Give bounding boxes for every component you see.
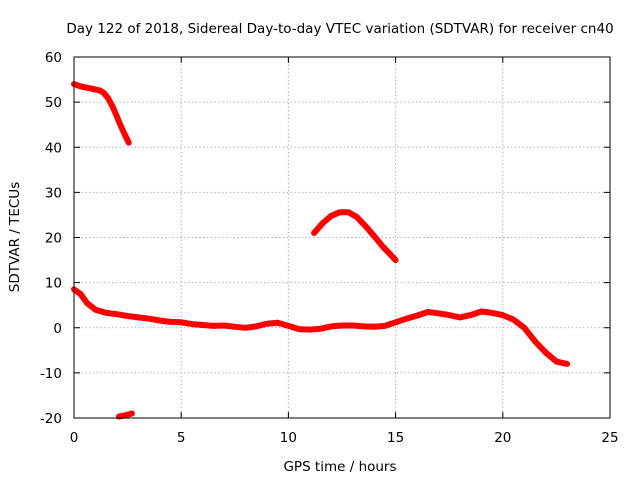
x-tick-label: 20	[494, 430, 511, 446]
y-tick-label: -10	[40, 366, 62, 382]
y-tick-label: 20	[45, 231, 62, 247]
x-tick-label: 0	[70, 430, 79, 446]
y-tick-label: 0	[53, 321, 62, 337]
y-tick-label: 10	[45, 276, 62, 292]
x-axis-label: GPS time / hours	[283, 459, 396, 475]
series-line-segment-upper-early	[71, 81, 132, 146]
x-tick-label: 5	[177, 430, 186, 446]
y-axis-label: SDTVAR / TECUs	[7, 182, 23, 292]
chart-title: Day 122 of 2018, Sidereal Day-to-day VTE…	[66, 21, 613, 37]
series-line-segment-upper-midday	[311, 209, 399, 264]
y-tick-label: 60	[45, 50, 62, 66]
axes-layer: 0 5 10 15 20 25 -20 -10 0 10 20 30 40 50 60	[40, 50, 619, 446]
grid-layer	[74, 57, 610, 418]
y-tick-label: -20	[40, 411, 62, 427]
x-tick-label: 25	[601, 430, 618, 446]
series-layer	[71, 81, 571, 420]
y-tick-label: 30	[45, 185, 62, 201]
series-line-segment-low-outlier	[116, 410, 135, 420]
y-tick-label: 40	[45, 140, 62, 156]
x-tick-label: 10	[280, 430, 297, 446]
series-line-segment-main	[71, 286, 571, 367]
x-tick-label: 15	[387, 430, 404, 446]
y-tick-label: 50	[45, 95, 62, 111]
